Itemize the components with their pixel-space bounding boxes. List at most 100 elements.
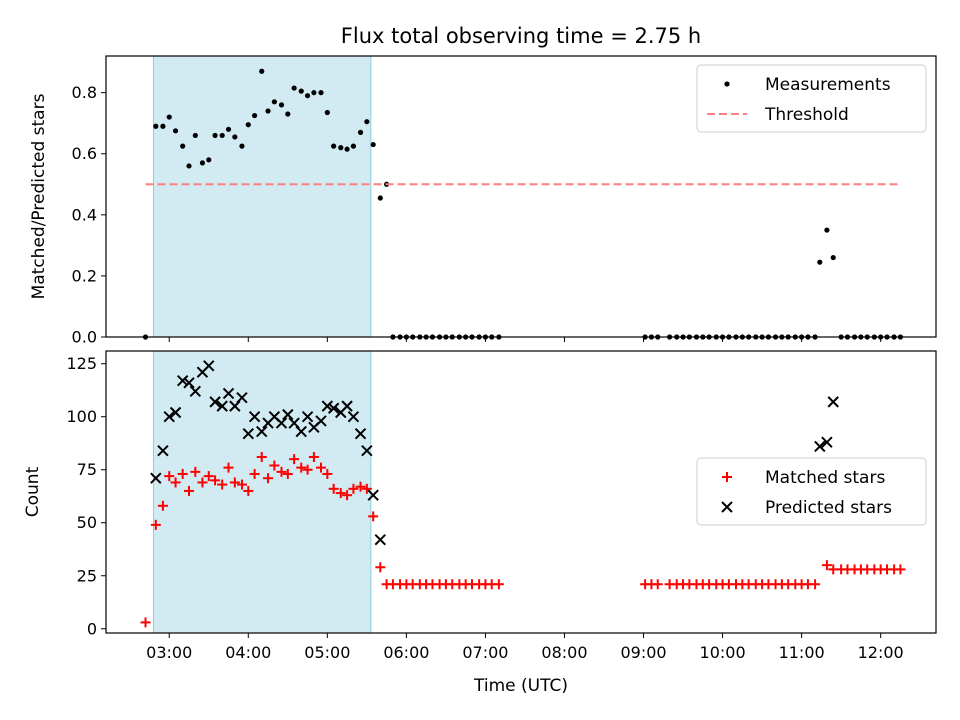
top-legend: Measurements Threshold xyxy=(696,64,927,133)
predicted-star-point xyxy=(209,396,221,408)
predicted-star-point xyxy=(256,425,268,438)
predicted-star-point xyxy=(176,374,189,387)
legend-swatch xyxy=(724,81,730,87)
predicted-star-point xyxy=(203,360,215,372)
matched-star-point xyxy=(276,466,287,477)
x-tick-label: 08:00 xyxy=(541,643,587,662)
legend-swatch xyxy=(722,472,732,482)
x-tick-label: 10:00 xyxy=(700,643,746,662)
predicted-star-point xyxy=(821,436,833,448)
legend-label: Threshold xyxy=(764,105,849,125)
measurement-point xyxy=(153,123,159,129)
matched-star-point xyxy=(217,479,228,490)
predicted-star-point xyxy=(248,411,261,423)
x-tick-label: 06:00 xyxy=(383,643,429,662)
bottom-x-axis: 03:00 04:00 05:00 06:00 07:00 08:00 09:00 10:00… xyxy=(146,633,904,662)
matched-star-point xyxy=(308,452,319,463)
matched-star-point xyxy=(263,473,274,484)
legend-frame xyxy=(696,64,927,133)
matched-star-point xyxy=(316,462,327,473)
measurement-point xyxy=(318,90,324,96)
predicted-star-point xyxy=(275,417,288,429)
top-y-axis-label: Matched/Predicted stars xyxy=(29,93,49,299)
matched-star-point xyxy=(361,483,372,494)
legend-label: Measurements xyxy=(765,75,891,95)
measurement-point xyxy=(199,160,206,166)
y-tick-label: 75 xyxy=(77,460,97,479)
matched-star-point xyxy=(328,483,339,494)
matched-star-point xyxy=(210,475,221,486)
matched-star-point xyxy=(368,511,379,522)
predicted-star-point xyxy=(827,396,839,408)
measurement-point xyxy=(219,132,225,139)
x-tick-label: 12:00 xyxy=(858,643,904,662)
measurement-point xyxy=(271,99,277,105)
x-tick-label: 11:00 xyxy=(779,643,825,662)
matched-star-point xyxy=(229,477,240,488)
matched-star-point xyxy=(140,617,151,628)
x-tick-label: 07:00 xyxy=(462,643,508,662)
measurement-point xyxy=(192,132,198,139)
measurement-point xyxy=(239,143,245,149)
legend-item: Measurements xyxy=(724,75,891,95)
legend-item: Predicted stars xyxy=(721,498,892,518)
matched-star-point xyxy=(197,477,208,488)
matched-star-point xyxy=(150,519,161,530)
measurement-point xyxy=(364,119,370,125)
predicted-star-point xyxy=(301,411,314,423)
measurement-point xyxy=(180,143,186,149)
measurement-point xyxy=(357,129,364,135)
legend-frame xyxy=(696,457,927,526)
matched-star-point xyxy=(296,462,307,473)
y-tick-label: 25 xyxy=(77,566,97,585)
matched-star-point xyxy=(342,490,353,501)
matched-star-point xyxy=(256,452,267,463)
top-panel: 0.00.20.40.60.8 Matched/Predicted stars … xyxy=(29,55,937,347)
bottom-y-axis: 0 25 50 75 100 125 xyxy=(66,354,106,638)
matched-star-point xyxy=(203,471,214,482)
matched-star-point xyxy=(895,564,906,575)
matched-star-point xyxy=(190,466,201,477)
predicted-star-point xyxy=(295,425,307,438)
measurement-point xyxy=(285,111,291,117)
predicted-star-point xyxy=(150,472,162,484)
predicted-star-point xyxy=(327,402,340,414)
matched-star-point xyxy=(223,462,234,473)
measurement-point xyxy=(160,123,166,129)
y-tick-label: 50 xyxy=(77,513,97,532)
measurement-point xyxy=(830,254,836,261)
y-tick-label: 0.8 xyxy=(72,83,97,102)
bottom-legend: Matched stars Predicted stars xyxy=(696,457,927,526)
matched-star-point xyxy=(810,579,821,590)
predicted-star-point xyxy=(814,440,826,453)
predicted-star-point xyxy=(321,400,334,412)
measurement-point xyxy=(172,128,179,134)
observing-window-shade xyxy=(152,350,372,634)
matched-star-point xyxy=(157,500,168,511)
matched-star-point xyxy=(355,481,366,492)
measurement-point xyxy=(166,114,172,120)
top-plot-area xyxy=(142,55,904,340)
predicted-star-point xyxy=(315,415,327,427)
bottom-y-axis-label: Count xyxy=(23,466,43,517)
measurement-point xyxy=(245,122,251,128)
matched-star-point xyxy=(375,562,386,573)
predicted-star-point xyxy=(354,427,367,440)
matched-star-point xyxy=(322,468,333,479)
matched-star-point xyxy=(236,479,247,490)
predicted-star-point xyxy=(183,377,195,389)
matched-star-point xyxy=(821,560,832,571)
legend-swatch xyxy=(721,501,733,513)
predicted-star-point xyxy=(169,406,182,419)
predicted-star-point xyxy=(157,444,169,457)
matched-star-point xyxy=(243,485,254,496)
measurement-point xyxy=(206,157,212,163)
measurement-point xyxy=(278,102,285,108)
predicted-star-point xyxy=(216,400,228,412)
matched-star-point xyxy=(335,488,346,499)
x-tick-label: 09:00 xyxy=(620,643,666,662)
legend-item: Threshold xyxy=(707,105,849,125)
observing-window-shade xyxy=(152,55,372,338)
